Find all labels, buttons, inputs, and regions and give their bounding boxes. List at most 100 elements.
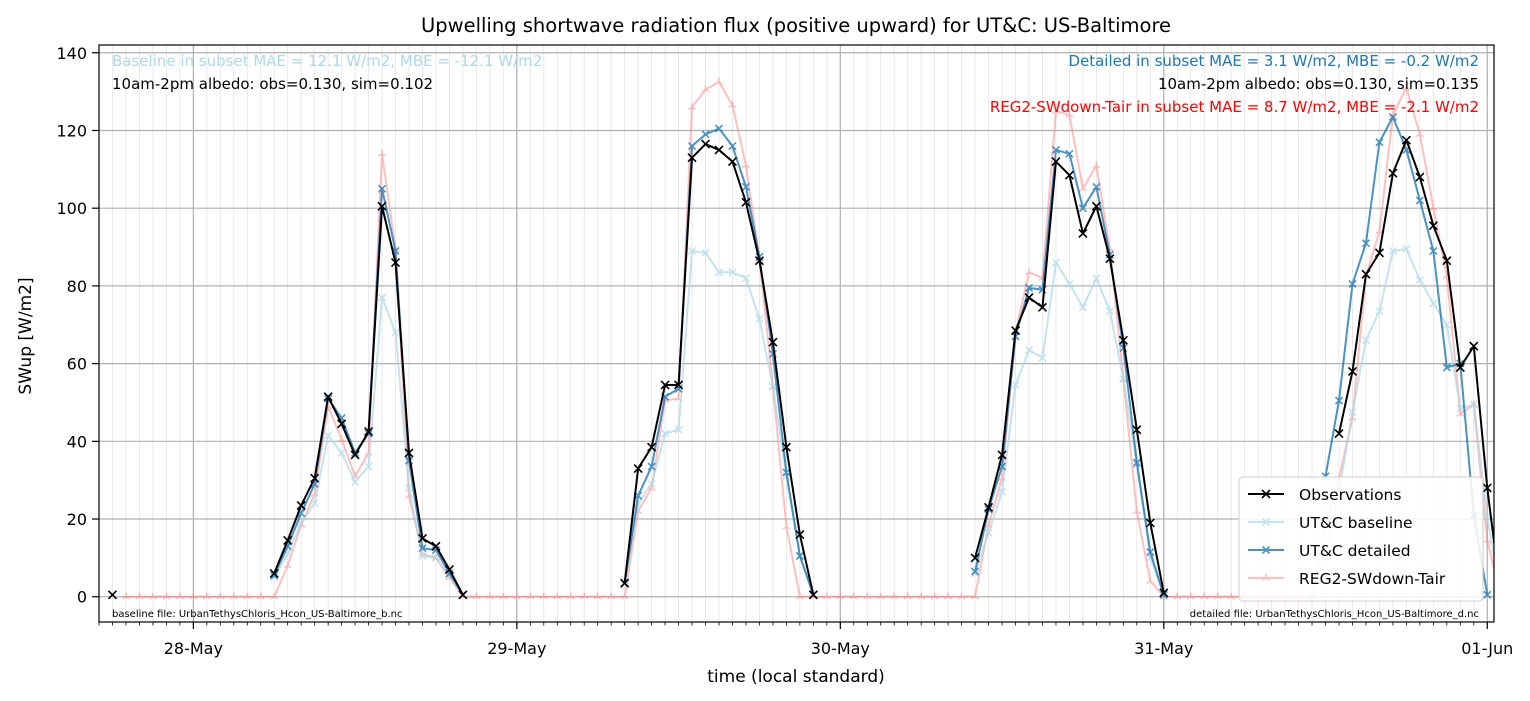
data-point <box>377 293 387 302</box>
data-point <box>1483 536 1492 544</box>
data-point <box>121 592 130 600</box>
data-point <box>727 157 738 167</box>
data-point <box>997 450 1007 460</box>
data-point <box>1469 341 1479 351</box>
data-point <box>863 592 872 600</box>
data-point <box>1037 302 1048 312</box>
data-point <box>917 592 926 600</box>
data-point <box>795 530 805 540</box>
data-point <box>795 551 804 561</box>
data-point <box>1145 518 1155 528</box>
detailed-file-annotation: detailed file: UrbanTethysChloris_Hcon_U… <box>1190 609 1479 620</box>
data-point <box>1429 246 1438 255</box>
data-point <box>1415 172 1425 182</box>
data-point <box>1051 145 1061 154</box>
data-point <box>270 571 279 580</box>
legend-box <box>1238 476 1484 602</box>
data-point <box>566 592 575 600</box>
data-point <box>1347 366 1358 376</box>
legend-item: UT&C detailed <box>1248 542 1411 560</box>
data-point <box>324 431 333 440</box>
data-point <box>1064 170 1074 180</box>
y-tick-label: 40 <box>67 432 87 451</box>
y-tick-label: 0 <box>77 588 87 607</box>
data-point <box>1078 303 1087 312</box>
data-point <box>1078 228 1088 239</box>
data-point <box>984 528 993 537</box>
data-point <box>1024 283 1034 292</box>
data-point <box>458 590 468 600</box>
data-point <box>1415 276 1424 285</box>
data-point <box>714 145 724 155</box>
legend-label: UT&C baseline <box>1299 514 1413 532</box>
data-point <box>1402 244 1411 254</box>
data-point <box>363 427 374 437</box>
data-point <box>269 568 279 578</box>
data-point <box>1092 161 1101 169</box>
data-point <box>526 592 535 600</box>
detailed-stats-annotation: Detailed in subset MAE = 3.1 W/m2, MBE =… <box>1068 52 1479 70</box>
data-point <box>1401 135 1411 145</box>
data-point <box>1442 256 1452 266</box>
data-point <box>1348 279 1357 289</box>
x-tick-label: 31-May <box>1134 639 1193 658</box>
series-reg2-swdown-tair <box>121 77 1494 600</box>
data-point <box>674 425 683 434</box>
data-point <box>377 184 387 193</box>
legend-item: UT&C baseline <box>1248 514 1413 532</box>
data-point <box>472 592 481 600</box>
reg2-stats-annotation: REG2-SWdown-Tair in subset MAE = 8.7 W/m… <box>990 98 1479 116</box>
data-point <box>390 258 401 268</box>
data-point <box>687 141 697 151</box>
data-point <box>175 592 184 600</box>
data-point <box>714 124 724 133</box>
data-point <box>1051 107 1060 114</box>
data-point <box>700 139 711 149</box>
y-tick-label: 100 <box>56 199 87 218</box>
data-point <box>1348 408 1357 417</box>
data-point <box>1118 335 1128 345</box>
data-point <box>1213 592 1222 600</box>
data-point <box>1065 149 1074 158</box>
legend-label: Observations <box>1299 486 1401 504</box>
data-point <box>1388 168 1398 178</box>
data-point <box>418 544 427 553</box>
data-point <box>1132 507 1141 515</box>
y-tick-label: 20 <box>67 510 87 529</box>
data-point <box>647 479 656 489</box>
data-point <box>660 380 670 390</box>
data-point <box>1469 400 1478 409</box>
data-point <box>728 101 737 109</box>
data-point <box>580 592 589 600</box>
data-point <box>391 328 400 337</box>
data-point <box>1186 592 1195 600</box>
data-point <box>1261 574 1271 581</box>
data-point <box>701 248 710 257</box>
data-point <box>189 592 198 600</box>
data-point <box>876 592 885 600</box>
data-point <box>970 553 980 563</box>
data-point <box>687 153 697 163</box>
data-point <box>1428 221 1438 231</box>
data-point <box>1159 590 1168 599</box>
data-point <box>741 274 751 283</box>
data-point <box>418 551 427 561</box>
y-axis: 0 20 40 60 80 100 120 140 <box>56 44 99 607</box>
data-point <box>1456 404 1465 413</box>
data-point <box>944 592 953 600</box>
data-point <box>781 442 791 452</box>
data-point <box>1415 196 1424 205</box>
data-point <box>1132 458 1141 467</box>
data-point <box>1483 513 1492 522</box>
y-tick-label: 60 <box>67 355 87 374</box>
data-point <box>1442 363 1451 372</box>
data-point <box>1334 428 1344 439</box>
y-axis-title: SWup [W/m2] <box>16 277 36 394</box>
data-point <box>256 592 265 600</box>
data-point <box>714 268 724 277</box>
data-point <box>1078 204 1087 213</box>
data-point <box>1261 517 1271 527</box>
x-axis: 28-May 29-May 30-May 31-May 01-Jun <box>98 622 1513 658</box>
data-point <box>971 569 980 578</box>
